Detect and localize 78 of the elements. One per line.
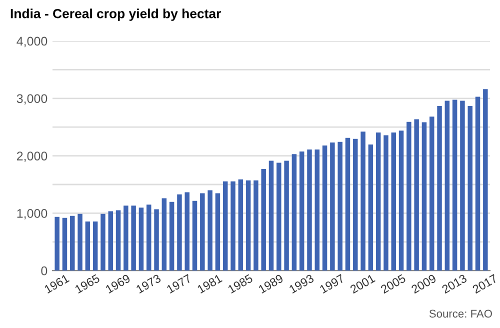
bar xyxy=(124,206,128,271)
y-tick-label: 2,000 xyxy=(16,152,48,162)
x-tick-label: 2009 xyxy=(410,274,437,294)
bar xyxy=(444,100,450,271)
bar xyxy=(452,100,458,271)
x-tick-label: 1989 xyxy=(258,274,284,294)
bar xyxy=(215,193,220,271)
bar xyxy=(131,206,136,271)
source-note: Source: FAO xyxy=(429,310,492,318)
bar xyxy=(430,116,434,271)
x-tick-label: 1969 xyxy=(105,274,131,294)
bar xyxy=(108,211,113,271)
bar xyxy=(483,89,488,271)
bar xyxy=(314,149,320,271)
x-tick-label: 2001 xyxy=(350,274,376,294)
bar xyxy=(192,200,198,271)
bar xyxy=(246,180,251,271)
bar xyxy=(100,214,106,271)
bar xyxy=(406,122,412,271)
bar xyxy=(284,160,289,271)
bar xyxy=(299,151,304,271)
bar xyxy=(238,179,244,271)
bar xyxy=(360,132,366,271)
y-tick-label: 3,000 xyxy=(16,94,48,105)
bar xyxy=(70,216,75,271)
bar xyxy=(322,146,328,271)
bar xyxy=(391,132,396,271)
x-tick-label: 2013 xyxy=(441,274,468,294)
x-tick-label: 1993 xyxy=(288,274,314,294)
bar xyxy=(345,138,350,271)
bar xyxy=(85,222,90,271)
bar xyxy=(384,135,388,271)
bar xyxy=(307,149,312,271)
x-tick-label: 1965 xyxy=(74,274,100,294)
bar xyxy=(184,192,190,271)
bar xyxy=(230,181,236,271)
bar xyxy=(414,119,419,271)
bar xyxy=(398,130,404,271)
x-tick-label: 1981 xyxy=(196,274,223,294)
y-tick-label: 0 xyxy=(41,266,48,276)
bar xyxy=(138,208,144,271)
bar xyxy=(460,100,465,271)
bar xyxy=(468,106,472,271)
bar xyxy=(475,96,480,271)
x-tick-label: 1973 xyxy=(136,274,162,294)
bar xyxy=(268,160,274,271)
x-tick-label: 1985 xyxy=(227,274,254,294)
bar xyxy=(276,162,282,271)
bar xyxy=(376,132,381,271)
bar xyxy=(200,193,205,271)
x-tick-label: 2005 xyxy=(380,274,406,294)
x-tick-label: 1997 xyxy=(319,274,345,294)
y-tick-label: 1,000 xyxy=(17,209,48,220)
bar xyxy=(62,218,68,271)
bar xyxy=(292,154,297,271)
bar xyxy=(169,202,174,271)
y-tick-label: 4,000 xyxy=(16,36,48,48)
bar xyxy=(54,216,60,271)
bar xyxy=(177,194,182,271)
bar xyxy=(162,198,167,271)
bar xyxy=(330,142,335,271)
bar xyxy=(254,180,258,271)
bar xyxy=(146,204,152,271)
bar xyxy=(208,190,212,271)
chart-title: India - Cereal crop yield by hectar xyxy=(10,8,221,21)
x-tick-label: 2017 xyxy=(472,274,498,294)
bar xyxy=(154,209,159,271)
x-tick-label: 1977 xyxy=(166,274,192,294)
bar xyxy=(353,138,358,271)
bar xyxy=(437,106,442,271)
bar xyxy=(261,169,266,271)
bar xyxy=(422,122,427,271)
bar xyxy=(338,142,342,271)
bar xyxy=(368,144,374,271)
bar xyxy=(92,222,98,271)
bar xyxy=(222,181,228,271)
bar xyxy=(116,210,121,271)
bar xyxy=(78,214,82,271)
